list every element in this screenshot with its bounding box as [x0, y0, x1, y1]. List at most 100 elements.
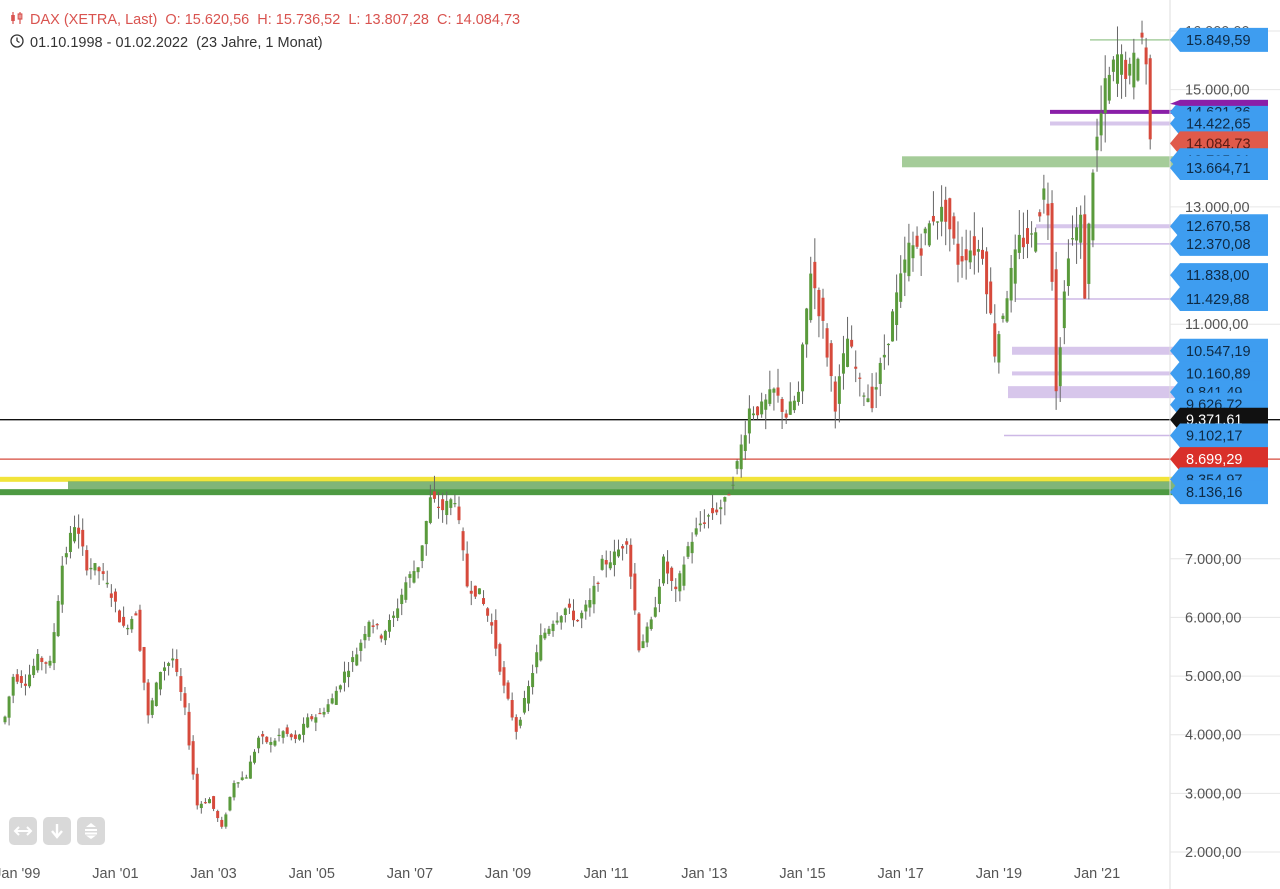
- candle: [1140, 20, 1144, 45]
- candle-body: [931, 215, 935, 222]
- candle: [7, 695, 11, 726]
- candle: [105, 570, 109, 588]
- candle-body: [351, 657, 355, 663]
- candle-body: [273, 740, 277, 746]
- candle: [739, 434, 743, 478]
- candle-body: [437, 506, 441, 508]
- candle-body: [1005, 298, 1009, 322]
- candle-body: [347, 670, 351, 678]
- candle: [486, 607, 490, 622]
- pan-button[interactable]: [9, 817, 37, 845]
- candle-body: [911, 245, 915, 259]
- candle: [126, 624, 130, 636]
- candle: [122, 606, 126, 628]
- candle-body: [73, 527, 77, 542]
- price-badge-tag: [1170, 263, 1268, 288]
- candle-body: [473, 585, 477, 597]
- candle-body: [903, 259, 907, 273]
- candle-body: [858, 377, 862, 379]
- candle-body: [387, 620, 391, 632]
- candle: [858, 372, 862, 397]
- candle: [81, 518, 85, 556]
- candle: [195, 767, 199, 810]
- candle-body: [158, 671, 162, 690]
- y-tick-label: 3.000,00: [1185, 786, 1241, 802]
- candle: [756, 406, 760, 420]
- candle: [543, 628, 547, 641]
- candle-body: [109, 593, 113, 598]
- candle-body: [964, 249, 968, 261]
- candle-body: [326, 704, 330, 712]
- candle: [1103, 55, 1107, 143]
- candle-body: [240, 777, 244, 781]
- candle-body: [821, 297, 825, 321]
- candle: [976, 239, 980, 273]
- candle-body: [179, 676, 183, 692]
- candle: [203, 798, 207, 804]
- candle-body: [629, 544, 633, 577]
- candle: [1144, 37, 1148, 85]
- candle: [342, 661, 346, 692]
- candle: [257, 735, 261, 754]
- candle: [158, 671, 162, 696]
- candle-body: [314, 717, 318, 723]
- candle-body: [130, 618, 134, 630]
- date-range-text: 01.10.1998 - 01.02.2022 (23 Jahre, 1 Mon…: [30, 34, 323, 51]
- x-tick-label: Jan '09: [485, 866, 531, 882]
- candle: [445, 491, 449, 525]
- candle: [355, 647, 359, 667]
- candle: [367, 620, 371, 641]
- candle-body: [1042, 188, 1046, 200]
- candle: [989, 267, 993, 315]
- price-badge-tag: [1170, 287, 1268, 312]
- candle: [191, 735, 195, 780]
- settings-button[interactable]: [77, 817, 105, 845]
- candle-body: [498, 644, 502, 672]
- candle-body: [780, 398, 784, 412]
- candle: [641, 634, 645, 649]
- candle: [608, 550, 612, 571]
- candle-body: [567, 603, 571, 608]
- candle-body: [940, 206, 944, 222]
- candle-body: [743, 435, 747, 451]
- candle: [882, 334, 886, 370]
- candle-body: [997, 334, 1001, 363]
- candle: [919, 233, 923, 276]
- candle: [792, 395, 796, 414]
- candle: [837, 364, 841, 423]
- date-range: 01.10.1998 - 01.02.2022 (23 Jahre, 1 Mon…: [10, 34, 323, 52]
- candle: [518, 716, 522, 729]
- download-button[interactable]: [43, 817, 71, 845]
- candle: [539, 623, 543, 662]
- candle: [441, 492, 445, 523]
- candle-body: [85, 550, 89, 571]
- horizontal-arrows-icon: [13, 826, 33, 836]
- x-tick-label: Jan '15: [779, 866, 825, 882]
- y-tick-label: 15.000,00: [1185, 83, 1250, 99]
- candle-body: [285, 727, 289, 734]
- y-tick-label: 5.000,00: [1185, 669, 1241, 685]
- candle-body: [801, 344, 805, 392]
- candle-body: [163, 667, 167, 671]
- candle: [531, 664, 535, 695]
- candle: [457, 496, 461, 525]
- candle: [899, 255, 903, 308]
- candle-body: [122, 616, 126, 626]
- candle-body: [469, 590, 473, 594]
- candle: [1001, 313, 1005, 323]
- candle: [547, 625, 551, 636]
- candle: [993, 304, 997, 363]
- candle-body: [236, 782, 240, 784]
- candle-body: [371, 625, 375, 627]
- candle-body: [322, 711, 326, 715]
- x-tick-label: Jan '13: [681, 866, 727, 882]
- price-badge-label: 8.699,29: [1186, 452, 1242, 468]
- candle-body: [506, 682, 510, 699]
- price-badge-label: 11.838,00: [1186, 268, 1249, 284]
- candle-body: [269, 741, 273, 745]
- candle: [621, 544, 625, 561]
- y-tick-label: 7.000,00: [1185, 552, 1241, 568]
- candle-body: [535, 652, 539, 668]
- candle-body: [81, 529, 85, 547]
